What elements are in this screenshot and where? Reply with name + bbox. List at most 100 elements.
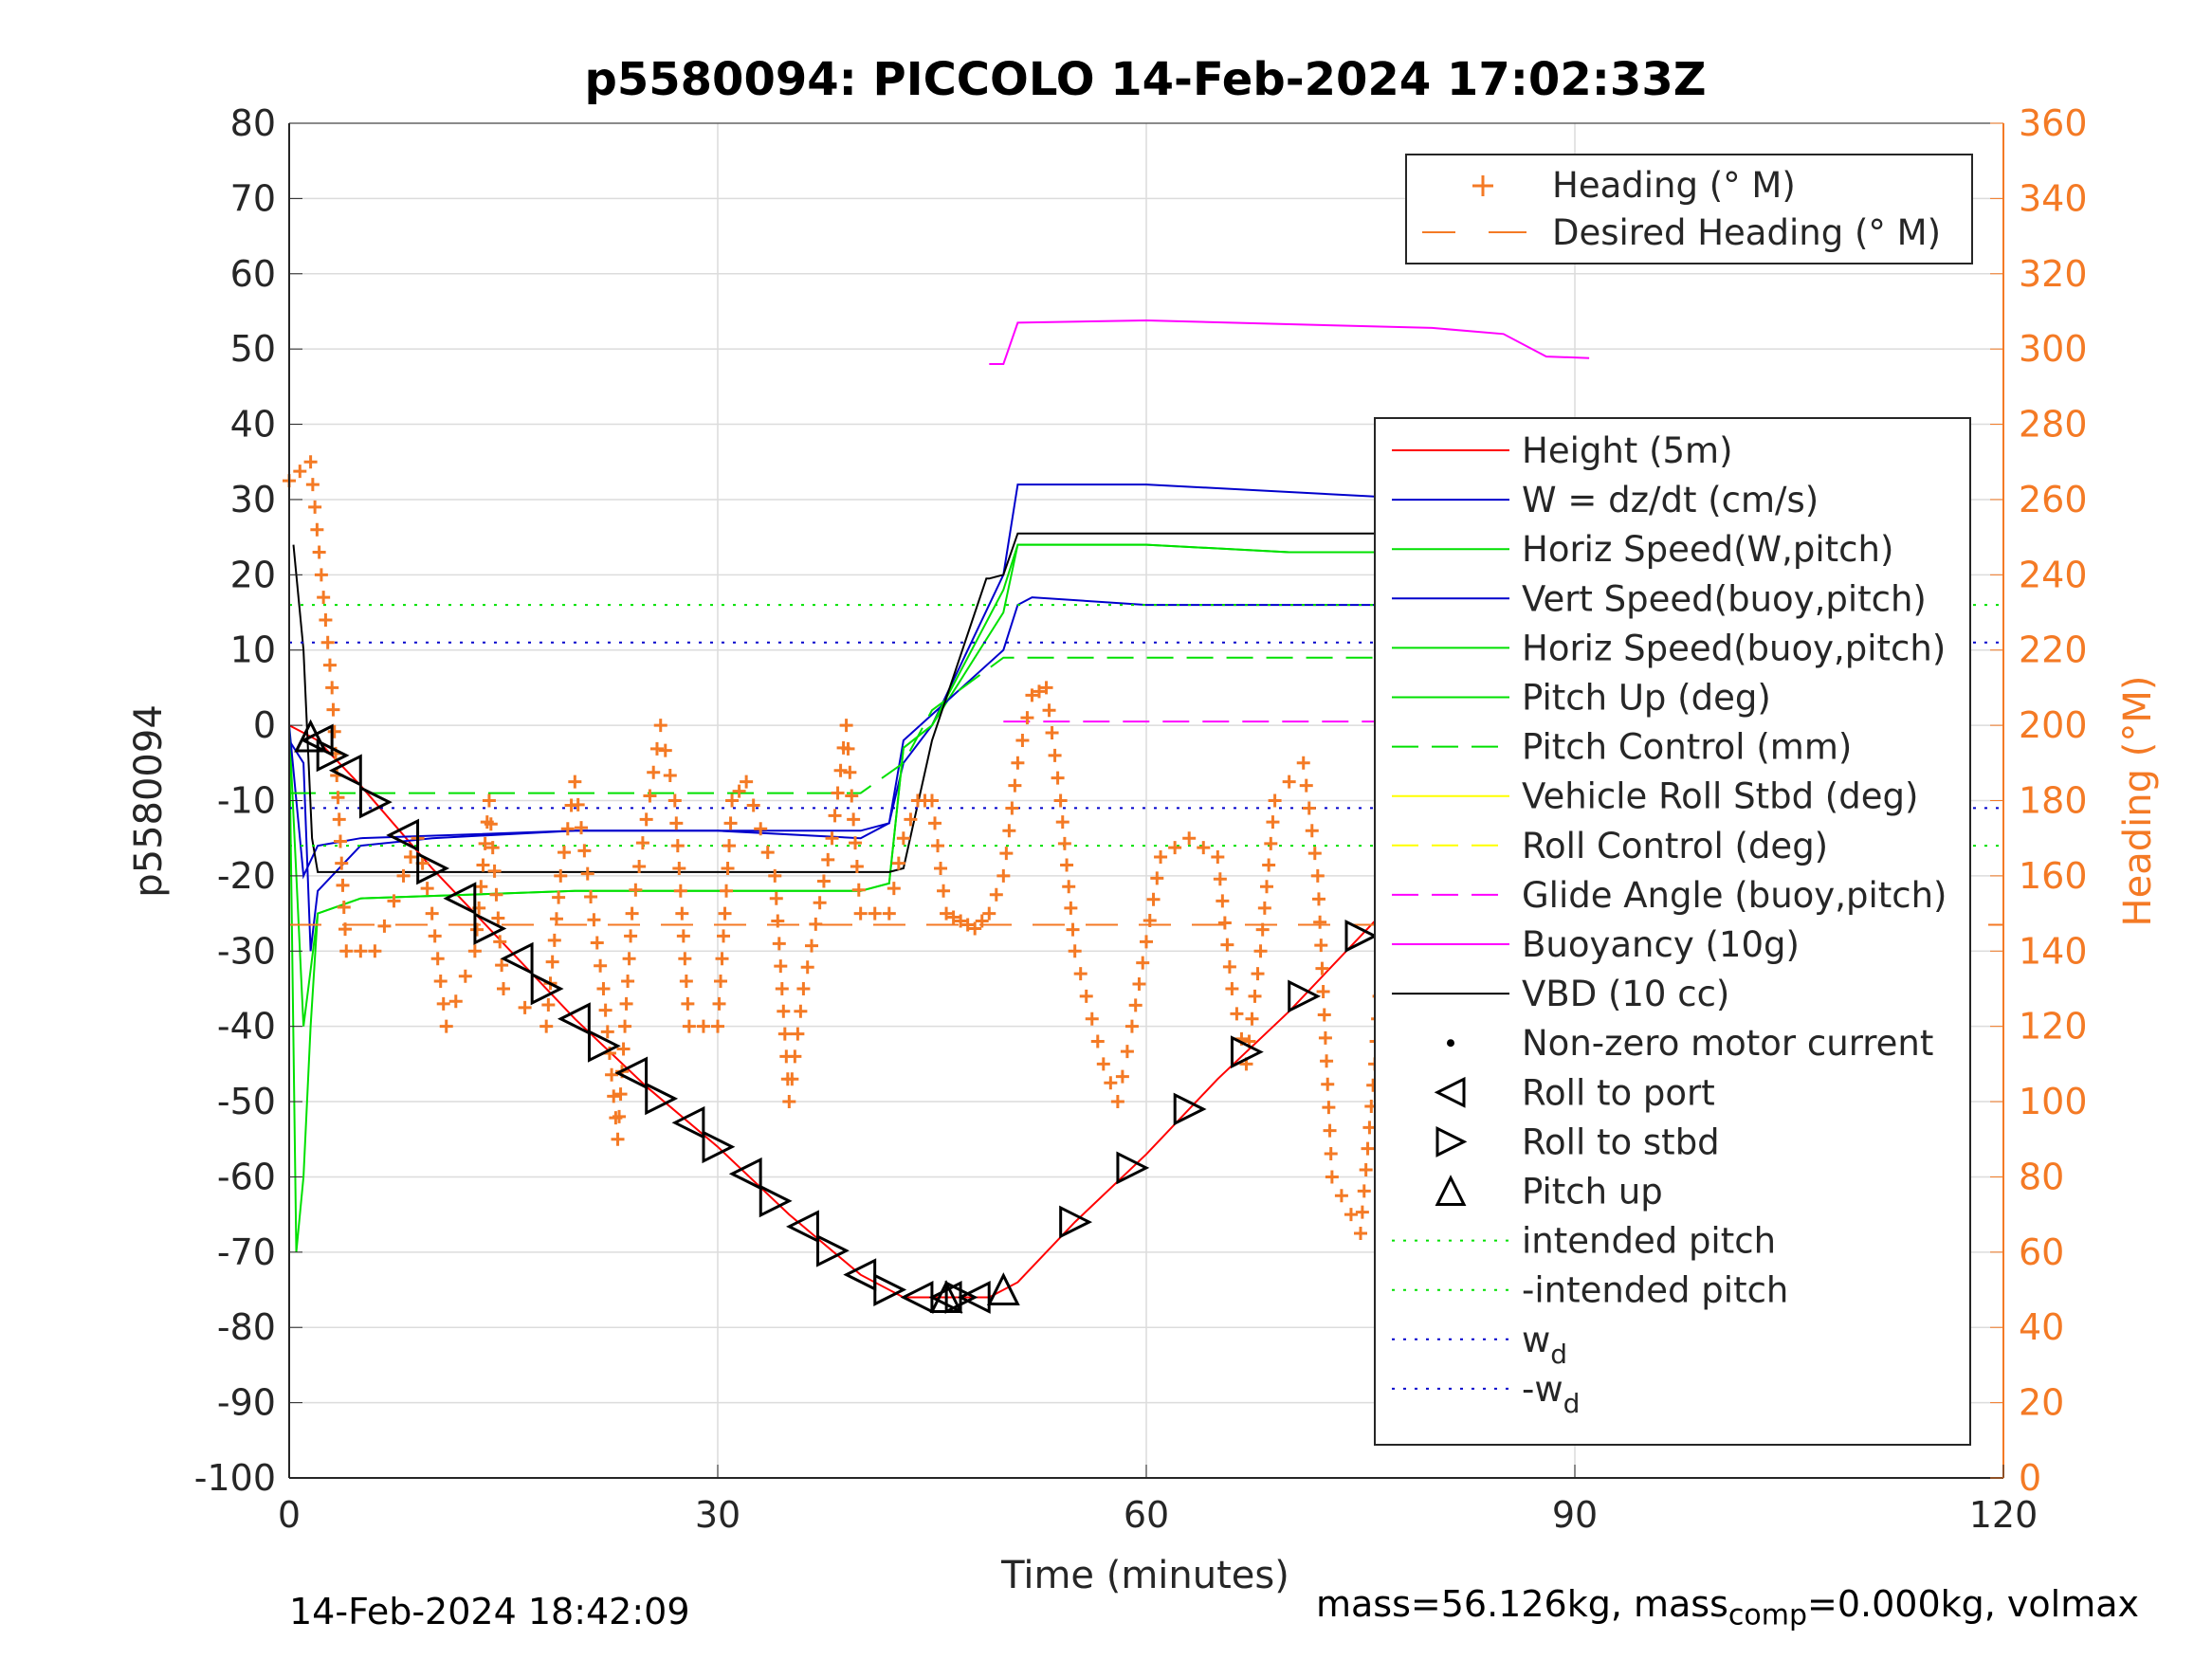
roll-to-port-marker xyxy=(786,1210,819,1244)
roll-to-stbd-marker xyxy=(530,972,564,1006)
heading-point xyxy=(619,996,633,1011)
heading-point xyxy=(1008,778,1022,793)
heading-point xyxy=(605,1067,619,1082)
heading-point xyxy=(539,1019,554,1033)
heading-point xyxy=(1323,1123,1337,1138)
heading-point xyxy=(1322,1101,1336,1115)
heading-point xyxy=(1079,989,1093,1003)
heading-point xyxy=(1344,1208,1358,1222)
y2-tick-label: 260 xyxy=(2019,479,2088,520)
roll-to-stbd-marker xyxy=(473,912,507,945)
heading-point xyxy=(575,821,589,835)
heading-point xyxy=(975,914,989,928)
y-tick-label: -20 xyxy=(217,855,276,897)
heading-point xyxy=(319,612,333,627)
heading-point xyxy=(714,975,728,989)
footer-mass-rest: =0.000kg, volmax xyxy=(1807,1583,2140,1625)
heading-point xyxy=(1299,778,1313,793)
y2-tick-label: 320 xyxy=(2019,253,2088,295)
heading-point xyxy=(584,889,598,903)
y2-tick-label: 300 xyxy=(2019,328,2088,370)
heading-point xyxy=(882,906,896,921)
heading-point xyxy=(420,882,434,896)
heading-point xyxy=(777,1027,792,1041)
heading-point xyxy=(1310,868,1325,883)
legend-swatch xyxy=(1447,1039,1454,1048)
y2-tick-label: 280 xyxy=(2019,404,2088,446)
heading-point xyxy=(489,887,503,902)
heading-point xyxy=(653,719,667,733)
heading-point xyxy=(928,816,942,830)
x-tick-label: 60 xyxy=(1124,1494,1169,1536)
roll-to-port-marker xyxy=(386,818,420,852)
heading-point xyxy=(607,1089,621,1103)
heading-point xyxy=(777,1004,791,1018)
series-line xyxy=(289,656,1575,794)
roll-to-stbd-marker xyxy=(944,1281,978,1314)
heading-point xyxy=(1033,684,1046,699)
heading-point xyxy=(1132,977,1146,992)
heading-point xyxy=(1124,1019,1139,1033)
y-tick-label: 60 xyxy=(230,253,276,295)
heading-point xyxy=(493,935,507,949)
y2-tick-label: 0 xyxy=(2019,1457,2041,1499)
heading-point xyxy=(845,789,859,803)
heading-point xyxy=(436,996,450,1011)
heading-point xyxy=(322,658,337,672)
pitch-up-marker xyxy=(294,719,328,753)
heading-point xyxy=(1068,944,1082,958)
heading-point xyxy=(720,884,734,898)
y2-axis-label: Heading (°M) xyxy=(2116,676,2160,927)
legend-label: Pitch Up (deg) xyxy=(1522,678,1771,719)
heading-point xyxy=(1143,914,1157,928)
legend-heading-box xyxy=(1405,154,1973,264)
y-tick-label: 80 xyxy=(230,102,276,144)
heading-point xyxy=(571,797,585,811)
heading-point xyxy=(314,568,328,582)
legend-heading-label: Heading (° M) xyxy=(1552,165,1796,206)
heading-point xyxy=(996,868,1011,883)
heading-point xyxy=(715,952,729,966)
roll-to-stbd-marker xyxy=(416,851,450,885)
roll-to-stbd-marker xyxy=(759,1184,793,1218)
heading-point xyxy=(1334,1189,1348,1203)
heading-point xyxy=(1318,1030,1332,1045)
heading-point xyxy=(305,478,320,492)
heading-point xyxy=(934,861,948,875)
heading-point xyxy=(425,906,439,921)
heading-point xyxy=(491,911,505,925)
heading-point xyxy=(333,834,347,848)
heading-point xyxy=(1020,711,1034,725)
heading-point xyxy=(338,922,353,937)
heading-point xyxy=(639,812,653,827)
heading-point xyxy=(658,743,672,757)
heading-point xyxy=(1002,824,1016,838)
legend-label: Buoyancy (10g) xyxy=(1522,924,1800,965)
legend-label: Roll to stbd xyxy=(1522,1121,1720,1162)
heading-point xyxy=(1262,858,1276,872)
heading-point xyxy=(621,975,635,989)
x-tick-label: 120 xyxy=(1969,1494,2038,1536)
legend-label: Non-zero motor current xyxy=(1522,1023,1933,1064)
heading-point xyxy=(470,922,484,937)
roll-to-stbd-marker xyxy=(358,785,393,819)
heading-point xyxy=(1146,892,1161,906)
legend-swatch xyxy=(1434,1076,1466,1108)
heading-point xyxy=(1096,1057,1110,1071)
heading-point xyxy=(1042,703,1056,718)
roll-to-port-marker xyxy=(957,1281,991,1314)
legend-label: Vehicle Roll Stbd (deg) xyxy=(1522,776,1918,817)
heading-point xyxy=(404,850,418,865)
heading-point xyxy=(672,861,686,875)
heading-point xyxy=(800,960,814,975)
heading-point xyxy=(1361,1141,1375,1156)
roll-to-stbd-marker xyxy=(1173,1092,1207,1126)
y2-tick-label: 20 xyxy=(2019,1382,2064,1424)
chart-title: p5580094: PICCOLO 14-Feb-2024 17:02:33Z xyxy=(584,53,1706,106)
legend-label: Horiz Speed(W,pitch) xyxy=(1522,529,1893,570)
heading-point xyxy=(558,846,572,860)
heading-point xyxy=(1104,1076,1118,1090)
heading-point xyxy=(1220,938,1234,952)
heading-point xyxy=(428,929,442,943)
